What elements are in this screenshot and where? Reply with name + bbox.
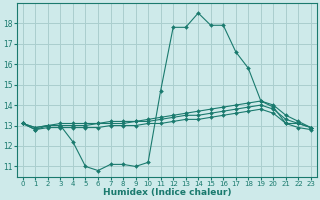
X-axis label: Humidex (Indice chaleur): Humidex (Indice chaleur) [103, 188, 231, 197]
